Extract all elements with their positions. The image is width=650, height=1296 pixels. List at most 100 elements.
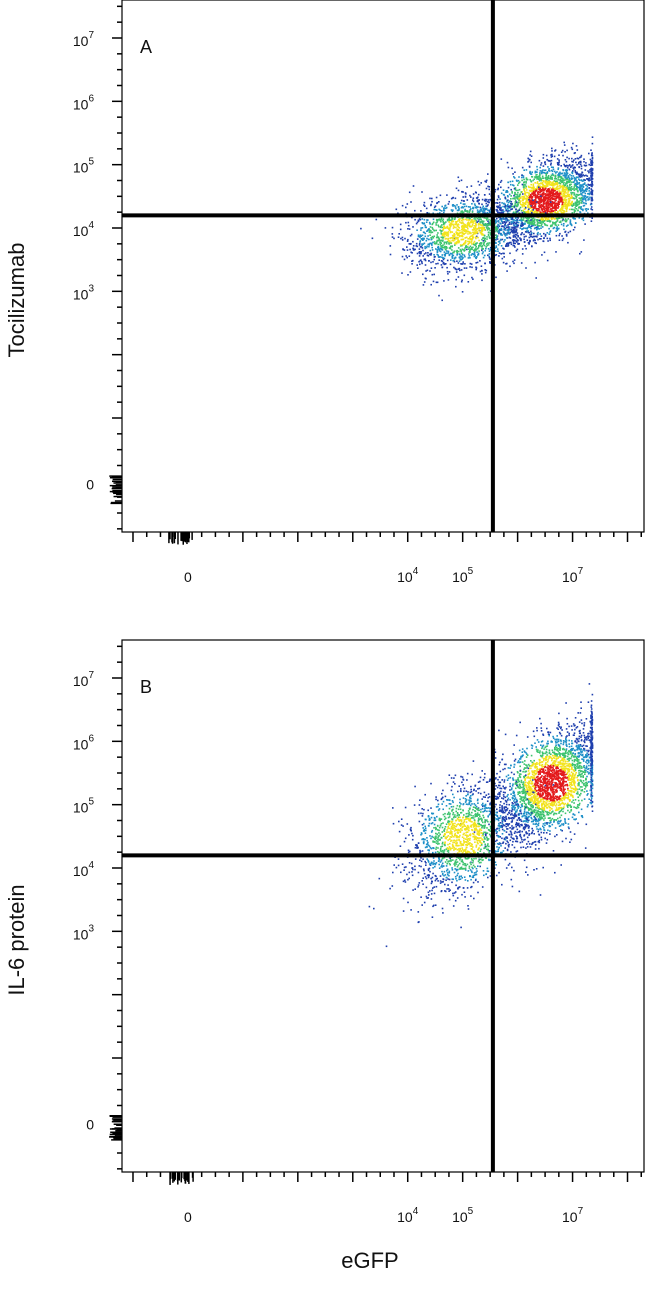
data-point bbox=[497, 240, 500, 243]
data-point bbox=[555, 251, 557, 253]
data-point bbox=[556, 158, 559, 160]
data-point bbox=[530, 223, 533, 225]
data-point bbox=[448, 229, 451, 232]
data-point bbox=[410, 251, 412, 254]
data-point bbox=[513, 766, 515, 768]
data-point bbox=[588, 177, 590, 179]
data-point bbox=[568, 732, 570, 735]
data-point bbox=[482, 248, 484, 250]
data-point bbox=[532, 819, 535, 821]
x-tick-label: 0 bbox=[184, 569, 192, 585]
data-point bbox=[558, 712, 560, 715]
data-point bbox=[525, 219, 528, 222]
data-point bbox=[591, 779, 594, 781]
data-point bbox=[551, 212, 553, 214]
data-point bbox=[424, 247, 426, 250]
data-point bbox=[467, 257, 470, 259]
data-point bbox=[454, 244, 456, 246]
data-point bbox=[518, 831, 521, 833]
data-point bbox=[565, 207, 568, 209]
data-point bbox=[424, 235, 427, 238]
data-point bbox=[525, 177, 528, 179]
data-point bbox=[527, 185, 530, 188]
data-point bbox=[556, 821, 559, 823]
data-point bbox=[484, 249, 486, 252]
data-point bbox=[533, 192, 536, 194]
data-point bbox=[578, 772, 580, 774]
data-point bbox=[476, 251, 478, 253]
data-point bbox=[591, 185, 593, 188]
data-point bbox=[584, 202, 587, 205]
data-point bbox=[542, 221, 544, 224]
data-point bbox=[522, 228, 524, 230]
data-point bbox=[591, 173, 593, 176]
data-point bbox=[581, 180, 584, 182]
data-point bbox=[530, 205, 532, 207]
data-point bbox=[582, 219, 585, 222]
data-point bbox=[534, 205, 537, 208]
data-point bbox=[422, 243, 425, 245]
data-point bbox=[532, 810, 535, 812]
data-point bbox=[462, 211, 465, 214]
data-point bbox=[516, 198, 519, 200]
data-point bbox=[520, 219, 523, 222]
data-point bbox=[534, 193, 536, 195]
data-point bbox=[591, 190, 594, 192]
data-point bbox=[439, 247, 442, 249]
data-point bbox=[588, 163, 590, 166]
data-point bbox=[549, 200, 551, 203]
data-point bbox=[542, 186, 545, 188]
data-point bbox=[510, 188, 512, 191]
data-point bbox=[489, 249, 492, 251]
data-point bbox=[444, 238, 447, 240]
data-point bbox=[568, 193, 571, 196]
data-point bbox=[562, 741, 565, 744]
data-point bbox=[564, 199, 566, 201]
data-point bbox=[544, 218, 547, 220]
data-point bbox=[508, 236, 511, 239]
data-point bbox=[475, 257, 477, 260]
data-point bbox=[485, 246, 487, 248]
data-point bbox=[458, 241, 460, 244]
data-point bbox=[505, 219, 507, 222]
data-point bbox=[531, 776, 533, 778]
data-point bbox=[542, 199, 544, 202]
data-point bbox=[555, 775, 557, 778]
data-point bbox=[467, 242, 470, 245]
data-point bbox=[574, 226, 576, 229]
data-point bbox=[538, 828, 540, 831]
data-point bbox=[446, 219, 449, 222]
data-point bbox=[559, 180, 562, 182]
data-point bbox=[454, 218, 456, 221]
data-point bbox=[530, 219, 532, 221]
data-point bbox=[524, 206, 527, 208]
data-point bbox=[540, 201, 543, 203]
data-point bbox=[515, 189, 518, 192]
data-point bbox=[564, 203, 566, 206]
data-point bbox=[565, 187, 568, 189]
data-point bbox=[557, 163, 559, 166]
data-point bbox=[375, 218, 378, 221]
data-point bbox=[530, 183, 532, 186]
data-point bbox=[513, 206, 516, 208]
data-point bbox=[559, 182, 562, 185]
data-point bbox=[428, 244, 430, 246]
data-point bbox=[513, 259, 516, 261]
data-point bbox=[558, 172, 560, 175]
data-point bbox=[531, 171, 533, 173]
data-point bbox=[429, 229, 431, 232]
data-point bbox=[495, 237, 498, 240]
data-point bbox=[546, 182, 548, 185]
data-point bbox=[411, 263, 413, 265]
data-point bbox=[576, 180, 578, 182]
data-point bbox=[554, 177, 557, 180]
data-point bbox=[460, 250, 462, 253]
data-point bbox=[535, 868, 538, 870]
data-point bbox=[534, 762, 537, 765]
data-point bbox=[448, 242, 450, 244]
data-point bbox=[557, 200, 560, 203]
data-point bbox=[528, 198, 530, 201]
data-point bbox=[535, 748, 538, 751]
data-point bbox=[505, 817, 507, 820]
data-point bbox=[586, 188, 588, 191]
